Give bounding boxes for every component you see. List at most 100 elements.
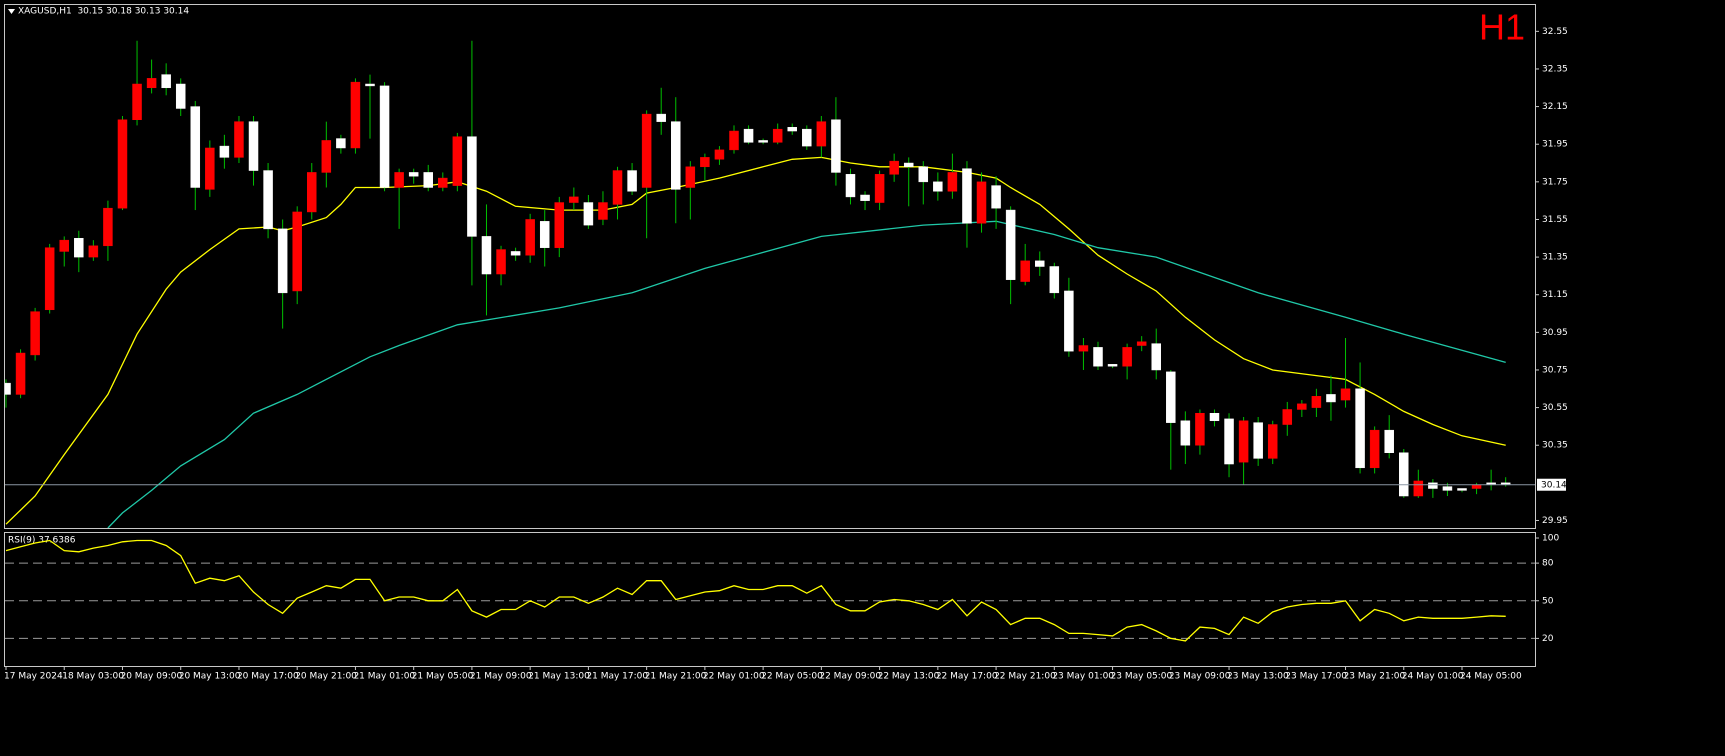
candle-body — [845, 174, 856, 198]
timeframe: H1 — [1479, 7, 1525, 48]
candle-body — [408, 172, 419, 177]
candle-body — [1035, 260, 1045, 267]
x-tick-label: 21 May 05:00 — [412, 672, 474, 682]
y-tick-label: 31.95 — [1542, 140, 1568, 150]
candle-body — [1195, 412, 1205, 446]
line — [5, 156, 1506, 525]
y-tick-label: 30.35 — [1542, 441, 1568, 451]
x-tick-label: 23 May 17:00 — [1285, 672, 1347, 682]
candle-body — [30, 311, 40, 356]
candle-body — [816, 121, 827, 147]
y-tick-label: 100 — [1542, 534, 1559, 544]
candle-body — [59, 239, 69, 252]
y-tick-label: 31.35 — [1542, 253, 1568, 263]
x-tick-label: 23 May 05:00 — [1111, 672, 1173, 682]
candle-body — [700, 157, 710, 168]
candle-body — [1311, 396, 1322, 408]
x-tick-label: 23 May 01:00 — [1052, 672, 1114, 682]
candle-body — [802, 128, 812, 147]
last-price-box — [1537, 478, 1566, 491]
rsi-title: RSI(9) 37.6386 — [8, 536, 76, 546]
candle-body — [1049, 266, 1060, 294]
candle-body — [1005, 209, 1016, 280]
x-tick-label: 24 May 01:00 — [1402, 672, 1464, 682]
x-tick-label: 21 May 17:00 — [586, 672, 648, 682]
x-tick-label: 24 May 05:00 — [1460, 672, 1522, 682]
y-tick-label: 32.35 — [1542, 64, 1568, 74]
candle-body — [933, 181, 943, 192]
candle-body — [365, 83, 375, 87]
candle-body — [15, 352, 26, 395]
candle-body — [438, 177, 448, 188]
candle-body — [1093, 347, 1103, 367]
y-tick-label: 31.75 — [1542, 177, 1568, 187]
candle-body — [1020, 260, 1030, 282]
menu-icon[interactable] — [8, 9, 15, 14]
candle-body — [321, 140, 332, 173]
candle-body — [831, 119, 841, 173]
candle-body — [612, 170, 623, 205]
candle-body — [1413, 480, 1424, 497]
candle-body — [1166, 371, 1176, 423]
candle-body — [467, 136, 477, 237]
x-tick-label: 22 May 21:00 — [994, 672, 1056, 682]
y-tick-label: 29.95 — [1542, 516, 1568, 526]
candle-body — [641, 113, 652, 188]
candle-body — [525, 219, 535, 256]
candle-body — [714, 149, 725, 160]
candle-body — [860, 194, 870, 201]
candle-body — [44, 247, 55, 311]
candle-body — [74, 238, 84, 258]
x-tick-label: 22 May 13:00 — [878, 672, 940, 682]
candle-body — [132, 83, 142, 121]
x-tick-label: 20 May 21:00 — [295, 672, 357, 682]
candle-body — [5, 382, 11, 395]
candle-body — [1282, 409, 1293, 425]
candle-body — [1428, 482, 1438, 489]
line — [5, 539, 1506, 642]
x-tick-label: 22 May 01:00 — [703, 672, 765, 682]
main-panel — [4, 4, 1536, 529]
x-tick-label: 21 May 21:00 — [645, 672, 707, 682]
candle-body — [787, 127, 797, 132]
candle-body — [583, 202, 594, 226]
y-tick-label: 31.55 — [1542, 215, 1568, 225]
x-tick-label: 23 May 09:00 — [1169, 672, 1231, 682]
candle-body — [947, 172, 958, 192]
x-tick-label: 20 May 13:00 — [179, 672, 241, 682]
x-tick-label: 23 May 13:00 — [1227, 672, 1289, 682]
candle-body — [307, 172, 317, 213]
candle-body — [1384, 429, 1394, 453]
candle-body — [88, 245, 99, 258]
candle-body — [772, 128, 783, 143]
x-tick-label: 22 May 05:00 — [761, 672, 823, 682]
candle-body — [1355, 388, 1365, 469]
x-tick-label: 21 May 09:00 — [470, 672, 532, 682]
candle-body — [962, 168, 972, 224]
y-tick-label: 30.75 — [1542, 365, 1568, 375]
candle-body — [1180, 420, 1191, 446]
y-tick-label: 31.15 — [1542, 290, 1568, 300]
candle-body — [671, 121, 681, 190]
candle-body — [1369, 429, 1380, 469]
x-tick-label: 21 May 13:00 — [528, 672, 590, 682]
x-tick-label: 22 May 09:00 — [819, 672, 881, 682]
candle-body — [452, 136, 463, 186]
candle-body — [481, 236, 492, 275]
candle-body — [423, 172, 433, 188]
candle-body — [379, 85, 390, 188]
candle-body — [1078, 345, 1089, 352]
candle-body — [991, 185, 1001, 209]
candle-body — [743, 128, 754, 143]
candle-body — [1340, 388, 1351, 401]
y-tick-label: 32.55 — [1542, 27, 1568, 37]
candle-body — [1471, 484, 1482, 489]
candle-body — [1267, 424, 1278, 459]
candle-body — [394, 172, 404, 188]
candle-body — [350, 81, 361, 149]
candle-body — [161, 74, 171, 89]
candle-body — [1122, 347, 1132, 367]
candle-body — [758, 140, 768, 143]
candle-body — [1209, 412, 1220, 422]
candle-body — [1151, 343, 1161, 371]
